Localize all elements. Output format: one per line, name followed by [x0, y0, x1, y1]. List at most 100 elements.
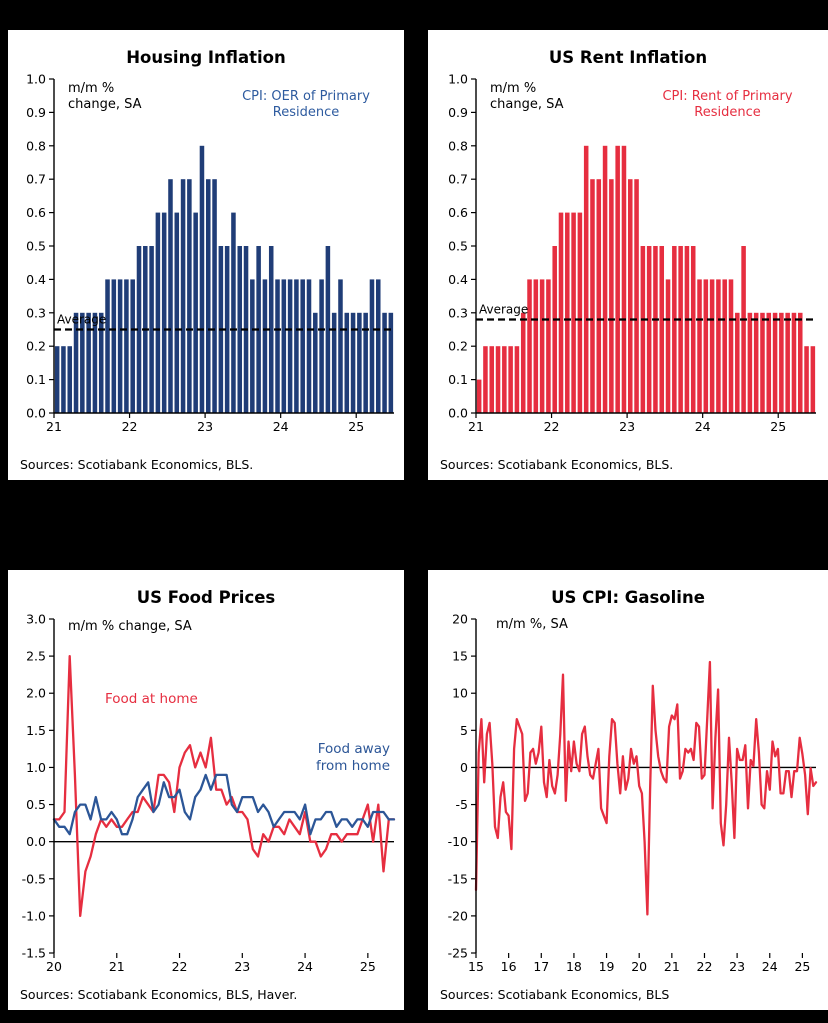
- svg-text:22: 22: [122, 419, 138, 434]
- svg-text:21: 21: [46, 419, 62, 434]
- gasoline-panel: US CPI: Gasoline -25 -20 -15 -10 -5 0 5 10 15 20 1…: [428, 570, 828, 1010]
- svg-text:0.5: 0.5: [26, 239, 46, 254]
- svg-text:20: 20: [46, 959, 62, 974]
- svg-text:23: 23: [234, 959, 250, 974]
- unit-label: m/m % change, SA: [490, 81, 564, 113]
- svg-text:1.0: 1.0: [26, 72, 46, 87]
- svg-text:5: 5: [460, 723, 468, 738]
- svg-text:0.5: 0.5: [448, 239, 468, 254]
- svg-text:24: 24: [762, 959, 778, 974]
- svg-text:0.2: 0.2: [26, 339, 46, 354]
- svg-text:15: 15: [468, 959, 484, 974]
- svg-text:23: 23: [197, 419, 213, 434]
- svg-text:22: 22: [172, 959, 188, 974]
- chart-title: US Food Prices: [136, 588, 276, 607]
- svg-text:20: 20: [631, 959, 647, 974]
- svg-text:-20: -20: [448, 908, 468, 923]
- chart-title: US CPI: Gasoline: [551, 588, 705, 607]
- unit-label: m/m % change, SA: [68, 81, 142, 113]
- svg-text:0.6: 0.6: [448, 205, 468, 220]
- rent-chart-area: 0.0 0.1 0.2 0.3 0.4 0.5 0.6 0.7 0.8 0.9 1.0 21 22 23 2…: [432, 69, 824, 439]
- svg-text:0.5: 0.5: [26, 797, 46, 812]
- svg-text:24: 24: [695, 419, 711, 434]
- housing-chart-canvas: 0.0 0.1 0.2 0.3 0.4 0.5 0.6 0.7 0.8 0.9 1.0 21 22 23 2…: [26, 72, 394, 434]
- svg-text:23: 23: [619, 419, 635, 434]
- food-chart-canvas: -1.5 -1.0 -0.5 0.0 0.5 1.0 1.5 2.0 2.5 3.0 20 21 22 2…: [22, 612, 396, 974]
- svg-text:0.9: 0.9: [26, 105, 46, 120]
- svg-text:23: 23: [729, 959, 745, 974]
- svg-text:0.3: 0.3: [448, 305, 468, 320]
- series-label-food-at-home: Food at home: [105, 691, 198, 707]
- series-label-food-away-from-home: Food away from home: [316, 741, 390, 774]
- svg-text:21: 21: [109, 959, 125, 974]
- svg-text:21: 21: [468, 419, 484, 434]
- svg-text:10: 10: [452, 686, 468, 701]
- svg-text:0.8: 0.8: [26, 138, 46, 153]
- svg-text:-0.5: -0.5: [22, 871, 46, 886]
- svg-text:0: 0: [460, 760, 468, 775]
- svg-text:17: 17: [533, 959, 549, 974]
- rent-inflation-panel: US Rent Inflation 0.0 0.1 0.2 0.3 0.4 0.5 0.6 0…: [428, 30, 828, 480]
- housing-chart-area: 0.0 0.1 0.2 0.3 0.4 0.5 0.6 0.7 0.8 0.9 1.0 21 22 23 2…: [10, 69, 402, 439]
- source-note: Sources: Scotiabank Economics, BLS.: [20, 457, 254, 472]
- svg-text:0.2: 0.2: [448, 339, 468, 354]
- svg-text:0.9: 0.9: [448, 105, 468, 120]
- svg-text:16: 16: [501, 959, 517, 974]
- svg-text:0.8: 0.8: [448, 138, 468, 153]
- svg-text:22: 22: [544, 419, 560, 434]
- svg-text:0.7: 0.7: [26, 172, 46, 187]
- svg-text:1.0: 1.0: [26, 760, 46, 775]
- svg-text:25: 25: [770, 419, 786, 434]
- svg-text:0.0: 0.0: [26, 834, 46, 849]
- svg-text:3.0: 3.0: [26, 612, 46, 627]
- svg-text:0.1: 0.1: [26, 372, 46, 387]
- svg-text:0.1: 0.1: [448, 372, 468, 387]
- svg-text:2.5: 2.5: [26, 649, 46, 664]
- svg-text:24: 24: [297, 959, 313, 974]
- svg-text:-1.0: -1.0: [22, 908, 46, 923]
- svg-text:15: 15: [452, 649, 468, 664]
- svg-text:2.0: 2.0: [26, 686, 46, 701]
- svg-text:25: 25: [348, 419, 364, 434]
- svg-text:0.0: 0.0: [448, 406, 468, 421]
- rent-chart-canvas: 0.0 0.1 0.2 0.3 0.4 0.5 0.6 0.7 0.8 0.9 1.0 21 22 23 2…: [448, 72, 816, 434]
- svg-text:Average: Average: [479, 302, 528, 316]
- svg-text:0.0: 0.0: [26, 406, 46, 421]
- gasoline-chart-area: -25 -20 -15 -10 -5 0 5 10 15 20 15 16 17 18 19 20 21 22 23…: [432, 609, 824, 979]
- svg-text:20: 20: [452, 612, 468, 627]
- svg-text:-15: -15: [448, 871, 468, 886]
- series-annotation: CPI: Rent of Primary Residence: [662, 89, 793, 121]
- svg-text:0.4: 0.4: [26, 272, 46, 287]
- source-note: Sources: Scotiabank Economics, BLS: [440, 987, 670, 1002]
- unit-label: m/m % change, SA: [68, 619, 192, 634]
- svg-text:21: 21: [664, 959, 680, 974]
- svg-text:18: 18: [566, 959, 582, 974]
- svg-text:-25: -25: [448, 946, 468, 961]
- svg-text:1.0: 1.0: [448, 72, 468, 87]
- gasoline-chart-canvas: -25 -20 -15 -10 -5 0 5 10 15 20 15 16 17 18 19 20 21 22 23…: [448, 612, 818, 974]
- series-annotation: CPI: OER of Primary Residence: [242, 89, 370, 121]
- svg-text:19: 19: [599, 959, 615, 974]
- source-note: Sources: Scotiabank Economics, BLS.: [440, 457, 674, 472]
- svg-text:-5: -5: [456, 797, 468, 812]
- svg-text:0.4: 0.4: [448, 272, 468, 287]
- food-prices-panel: US Food Prices -1.5 -1.0 -0.5 0.0 0.5 1.0 1.5 2…: [8, 570, 404, 1010]
- svg-text:0.6: 0.6: [26, 205, 46, 220]
- svg-text:-1.5: -1.5: [22, 946, 46, 961]
- svg-text:1.5: 1.5: [26, 723, 46, 738]
- svg-text:0.3: 0.3: [26, 305, 46, 320]
- svg-text:22: 22: [697, 959, 713, 974]
- svg-text:24: 24: [273, 419, 289, 434]
- food-chart-area: -1.5 -1.0 -0.5 0.0 0.5 1.0 1.5 2.0 2.5 3.0 20 21 22 2…: [10, 609, 402, 979]
- chart-title: US Rent Inflation: [548, 48, 708, 67]
- housing-inflation-panel: Housing Inflation 0.0 0.1 0.2 0.3 0.4 0.5 0.6 0…: [8, 30, 404, 480]
- svg-text:25: 25: [794, 959, 810, 974]
- svg-text:-10: -10: [448, 834, 468, 849]
- svg-text:0.7: 0.7: [448, 172, 468, 187]
- chart-title: Housing Inflation: [126, 48, 286, 67]
- unit-label: m/m %, SA: [496, 617, 568, 632]
- svg-text:Average: Average: [57, 313, 106, 327]
- svg-text:25: 25: [360, 959, 376, 974]
- source-note: Sources: Scotiabank Economics, BLS, Have…: [20, 987, 298, 1002]
